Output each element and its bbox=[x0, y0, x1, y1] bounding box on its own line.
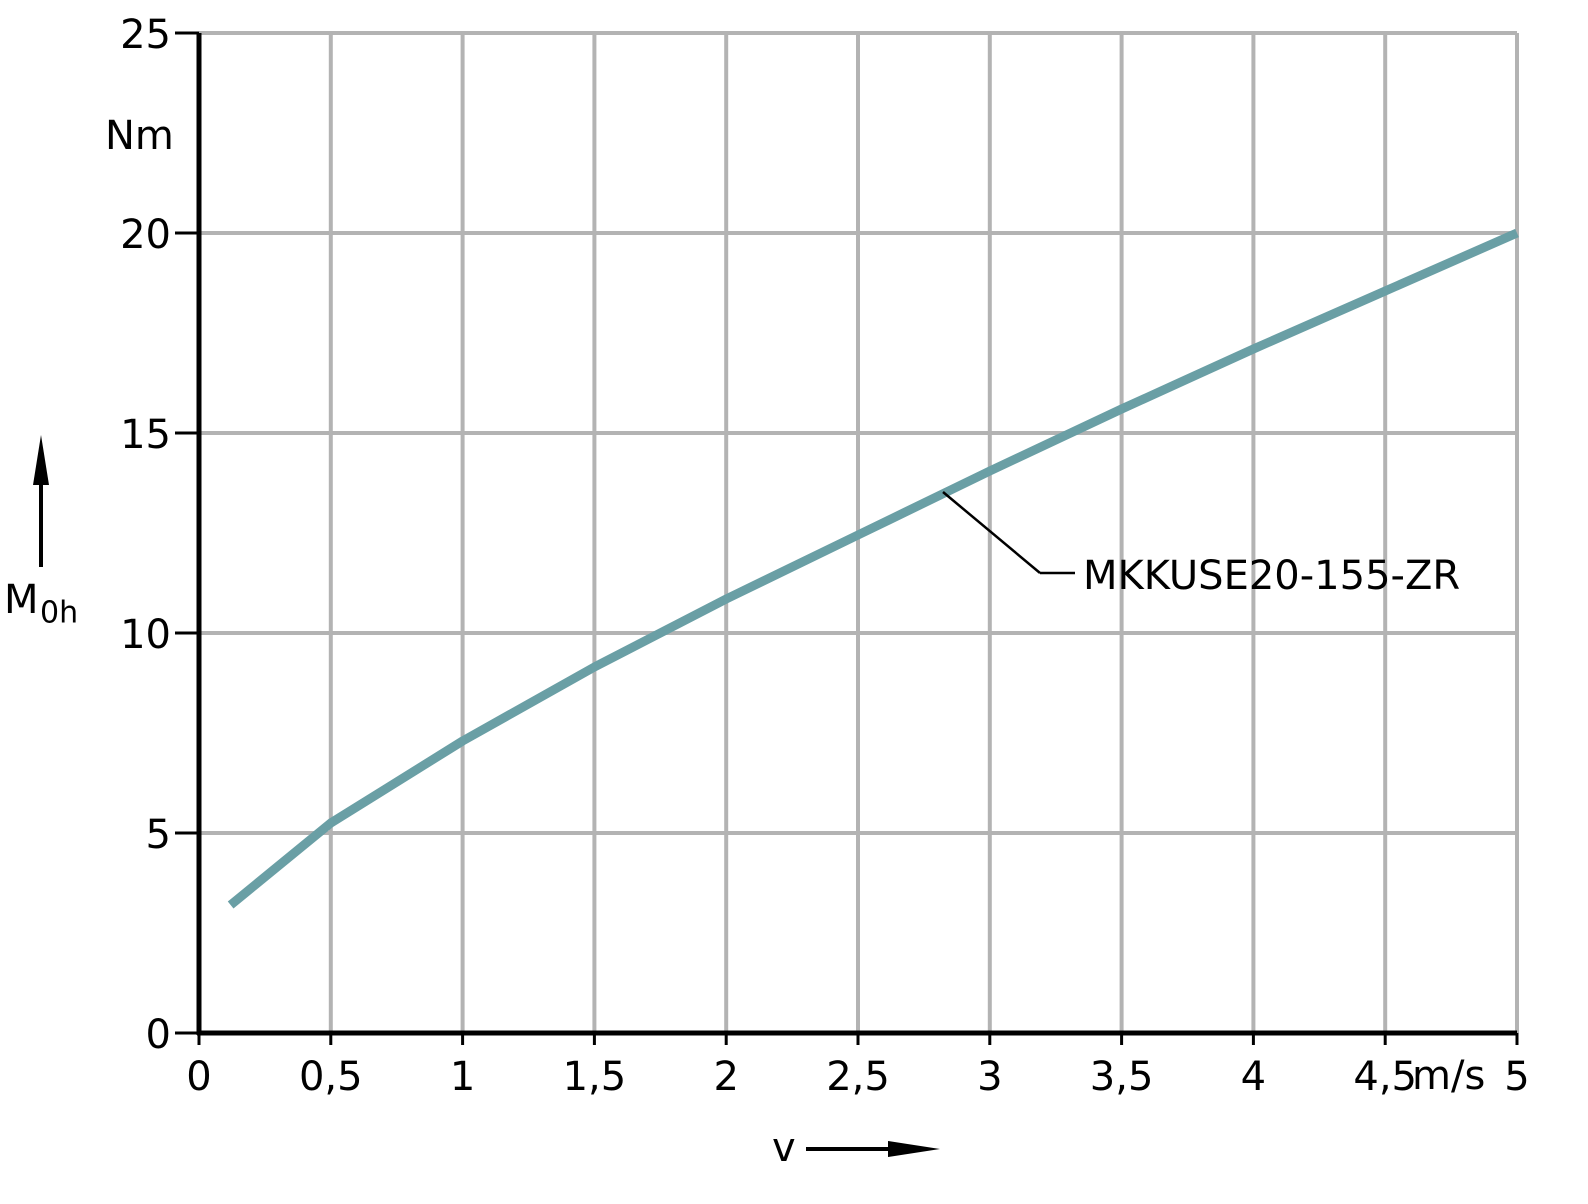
x-tick-label: 0 bbox=[186, 1054, 211, 1100]
y-axis-label-sub: 0h bbox=[40, 596, 78, 631]
x-tick-label: 3,5 bbox=[1090, 1054, 1154, 1100]
x-unit: m/s bbox=[1412, 1053, 1485, 1099]
y-tick-label: 20 bbox=[120, 212, 171, 258]
x-tick-label: 4,5 bbox=[1353, 1054, 1417, 1100]
x-axis-label: v bbox=[772, 1125, 796, 1171]
x-tick-label: 4 bbox=[1241, 1054, 1266, 1100]
series-label: MKKUSE20-155-ZR bbox=[1083, 553, 1460, 599]
x-arrow-head bbox=[888, 1141, 940, 1157]
data-line bbox=[227, 228, 1519, 909]
x-tick-label: 2,5 bbox=[826, 1054, 890, 1100]
y-tick-label: 15 bbox=[120, 412, 171, 458]
y-tick-label: 10 bbox=[120, 612, 171, 658]
x-tick-label: 1 bbox=[450, 1054, 475, 1100]
y-unit: Nm bbox=[105, 113, 174, 159]
y-tick-label: 5 bbox=[146, 812, 171, 858]
leader-line bbox=[942, 491, 1041, 574]
y-axis-label: M bbox=[4, 577, 39, 623]
y-arrow-head bbox=[33, 435, 49, 485]
x-tick-label: 3 bbox=[977, 1054, 1002, 1100]
plot bbox=[227, 228, 1519, 909]
x-tick-label: 5 bbox=[1504, 1054, 1529, 1100]
x-tick-label: 2 bbox=[713, 1054, 738, 1100]
x-tick-label: 1,5 bbox=[563, 1054, 627, 1100]
x-tick-label: 0,5 bbox=[299, 1054, 363, 1100]
grid: 0 5 10 15 20 25 0 0,5 1 1,5 2 2,5 3 3,5 4 4,5 5 bbox=[120, 12, 1530, 1100]
y-tick-label: 0 bbox=[146, 1012, 171, 1058]
y-tick-label: 25 bbox=[120, 12, 171, 58]
